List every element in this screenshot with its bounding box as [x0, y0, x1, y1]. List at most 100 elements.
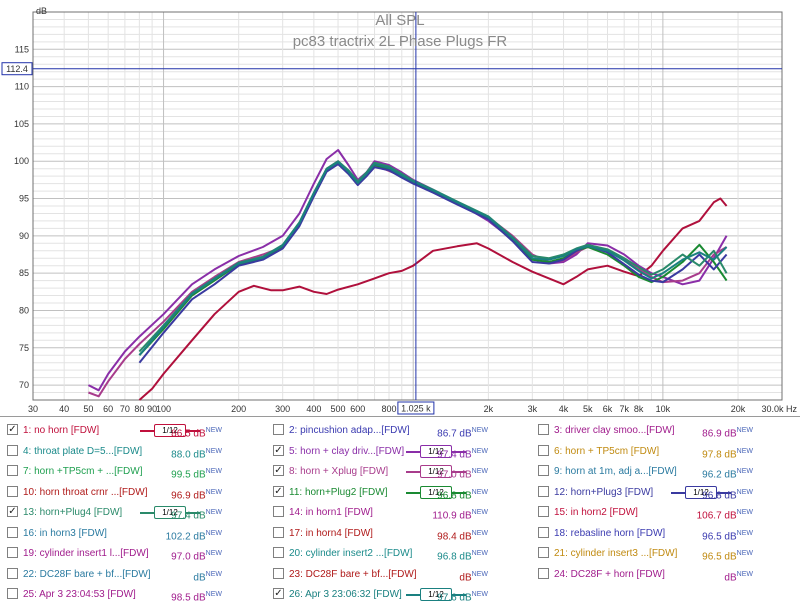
new-badge: NEW [736, 550, 753, 557]
visibility-checkbox[interactable]: ✓ [7, 424, 18, 435]
legend-item[interactable]: ✓ 11: horn+Plug2 [FDW] 1/12 96.8 dBNEW [266, 482, 532, 503]
legend-item[interactable]: 24: DC28F + horn [FDW] dBNEW [531, 564, 797, 585]
visibility-checkbox[interactable] [538, 526, 549, 538]
smoothing-label: 1/12 [154, 506, 186, 519]
legend-value: 97.0 dBNEW [418, 461, 488, 485]
legend-item[interactable]: 12: horn+Plug3 [FDW] 1/12 96.8 dBNEW [531, 482, 797, 503]
legend-item[interactable]: 16: in horn3 [FDW] 102.2 dBNEW [0, 523, 266, 544]
legend-value-text: dB [459, 571, 472, 583]
visibility-checkbox[interactable] [273, 506, 284, 517]
y-tick-label: 90 [19, 231, 29, 241]
cursor-crosshair[interactable]: 112.4 1.025 k [1, 12, 782, 415]
legend-item[interactable]: ✓ 1: no horn [FDW] 1/12 86.5 dBNEW [0, 420, 266, 441]
legend-item[interactable]: ✓ 5: horn + clay driv...[FDW] 1/12 97.4 dBN… [266, 441, 532, 462]
smoothing-indicator[interactable]: 1/12 [406, 444, 466, 458]
spl-chart[interactable]: 112.4 1.025 k 70 75 80 85 90 95 100 105 110 115 30 4… [0, 0, 800, 416]
smoothing-indicator[interactable]: 1/12 [406, 465, 466, 478]
visibility-checkbox[interactable] [7, 588, 18, 599]
legend-label: 4: throat plate D=5...[FDW] [23, 445, 143, 457]
legend-label: 24: DC28F + horn [FDW] [554, 568, 665, 580]
legend-value-text: 97.0 dB [171, 551, 206, 563]
y-tick-label: 85 [19, 268, 29, 278]
legend-value: 96.5 dBNEW [683, 543, 753, 567]
legend-item[interactable]: 22: DC28F bare + bf...[FDW] dBNEW [0, 564, 266, 585]
legend-item[interactable]: 23: DC28F bare + bf...[FDW] dBNEW [266, 564, 532, 585]
y-tick-label: 110 [15, 82, 29, 92]
cursor-y-readout: 112.4 [6, 64, 28, 74]
visibility-checkbox[interactable] [538, 567, 549, 579]
visibility-checkbox[interactable] [273, 424, 284, 435]
legend-item[interactable]: 9: horn at 1m, adj a...[FDW] 96.2 dBNEW [531, 461, 797, 482]
visibility-checkbox[interactable] [538, 444, 549, 456]
visibility-checkbox[interactable] [273, 547, 284, 558]
plot-frame [32, 11, 783, 401]
x-tick-label: 200 [231, 404, 246, 414]
x-tick-label: 40 [59, 404, 69, 414]
legend-item[interactable]: 7: horn +TP5cm + ...[FDW] 99.5 dBNEW [0, 461, 266, 482]
smoothing-indicator[interactable]: 1/12 [140, 424, 200, 437]
y-tick-label: 75 [19, 343, 29, 353]
visibility-checkbox[interactable] [538, 485, 549, 497]
legend-label: 17: in horn4 [FDW] [289, 527, 373, 539]
x-tick-label: 500 [331, 404, 346, 414]
legend-item[interactable]: 25: Apr 3 23:04:53 [FDW] 98.5 dBNEW [0, 584, 266, 605]
legend-item[interactable]: 14: in horn1 [FDW] 110.9 dBNEW [266, 502, 532, 523]
visibility-checkbox[interactable]: ✓ [273, 444, 284, 456]
legend-item[interactable]: ✓ 8: horn + Xplug [FDW] 1/12 97.0 dBNEW [266, 461, 532, 482]
legend-item[interactable]: 4: throat plate D=5...[FDW] 88.0 dBNEW [0, 441, 266, 462]
legend-item[interactable]: ✓ 26: Apr 3 23:06:32 [FDW] 1/12 97.6 dBNEW [266, 584, 532, 605]
legend-item[interactable]: 15: in horn2 [FDW] 106.7 dBNEW [531, 502, 797, 523]
x-tick-label: 20k [731, 404, 746, 414]
x-tick-label: 6k [603, 404, 613, 414]
visibility-checkbox[interactable] [273, 567, 284, 579]
legend-item[interactable]: 21: cylinder insert3 ...[FDW] 96.5 dBNEW [531, 543, 797, 564]
legend-value-text: 96.8 dB [437, 489, 472, 501]
visibility-checkbox[interactable] [538, 424, 549, 435]
visibility-checkbox[interactable] [538, 465, 549, 476]
visibility-checkbox[interactable]: ✓ [273, 485, 284, 497]
legend-item[interactable]: 17: in horn4 [FDW] 98.4 dBNEW [266, 523, 532, 544]
legend-item[interactable]: 19: cylinder insert1 l...[FDW] 97.0 dBNEW [0, 543, 266, 564]
y-tick-label: 100 [14, 156, 29, 166]
legend-item[interactable]: 3: driver clay smoo...[FDW] 86.9 dBNEW [531, 420, 797, 441]
legend-item[interactable]: 20: cylinder insert2 ...[FDW] 96.8 dBNEW [266, 543, 532, 564]
y-tick-label: 70 [19, 380, 29, 390]
legend-value: 96.5 dBNEW [683, 523, 753, 547]
legend-value-text: 88.0 dB [171, 448, 206, 460]
visibility-checkbox[interactable] [7, 485, 18, 497]
visibility-checkbox[interactable] [7, 547, 18, 558]
legend-item[interactable]: 10: horn throat crnr ...[FDW] 96.9 dBNEW [0, 482, 266, 503]
legend-item[interactable]: 6: horn + TP5cm [FDW] 97.8 dBNEW [531, 441, 797, 462]
new-badge: NEW [736, 427, 753, 434]
legend-item[interactable]: 2: pincushion adap...[FDW] 86.7 dBNEW [266, 420, 532, 441]
series-line [138, 163, 728, 364]
cursor-x-box [397, 401, 435, 415]
visibility-checkbox[interactable]: ✓ [7, 506, 18, 517]
legend-item[interactable]: ✓ 13: horn+Plug4 [FDW] 1/12 97.4 dBNEW [0, 502, 266, 523]
smoothing-indicator[interactable]: 1/12 [406, 588, 466, 601]
x-tick-label: 60 [103, 404, 113, 414]
x-tick-label: 10k [656, 404, 671, 414]
x-tick-label: 70 [120, 404, 130, 414]
new-badge: NEW [205, 570, 222, 578]
legend-value: 102.2 dBNEW [152, 523, 222, 547]
visibility-checkbox[interactable] [538, 506, 549, 517]
visibility-checkbox[interactable] [7, 567, 18, 579]
legend-value-text: 97.4 dB [171, 510, 206, 522]
visibility-checkbox[interactable] [7, 444, 18, 456]
smoothing-indicator[interactable]: 1/12 [671, 485, 731, 499]
visibility-checkbox[interactable]: ✓ [273, 588, 284, 599]
visibility-checkbox[interactable] [7, 526, 18, 538]
visibility-checkbox[interactable] [273, 526, 284, 538]
visibility-checkbox[interactable] [538, 547, 549, 558]
smoothing-label: 1/12 [420, 588, 452, 601]
legend-value-text: 96.9 dB [171, 489, 206, 501]
visibility-checkbox[interactable]: ✓ [273, 465, 284, 476]
x-tick-label: 5k [583, 404, 593, 414]
y-tick-label: 105 [14, 119, 29, 129]
smoothing-indicator[interactable]: 1/12 [140, 506, 200, 519]
x-tick-label: 3k [528, 404, 538, 414]
smoothing-indicator[interactable]: 1/12 [406, 485, 466, 499]
visibility-checkbox[interactable] [7, 465, 18, 476]
legend-item[interactable]: 18: rebasline horn [FDW] 96.5 dBNEW [531, 523, 797, 544]
